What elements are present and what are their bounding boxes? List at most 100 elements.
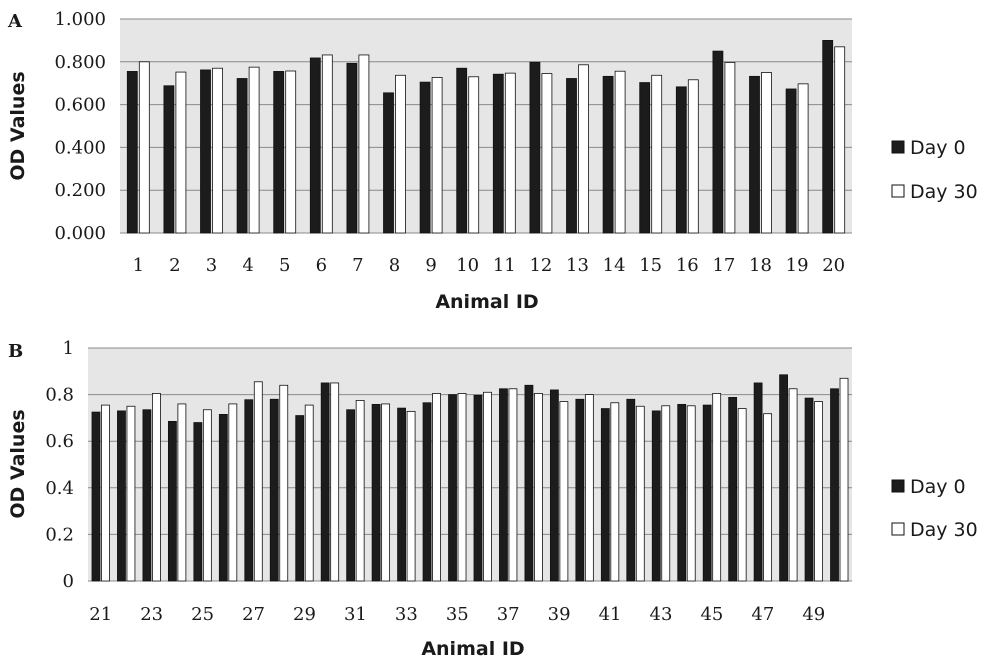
x-tick-label: 7: [352, 255, 363, 276]
bar-day30: [321, 54, 333, 234]
bar-day30: [175, 71, 187, 234]
x-tick-label: 21: [89, 604, 112, 625]
bar-day30: [687, 79, 699, 234]
bar-day0: [419, 81, 431, 234]
bar-day0: [804, 397, 814, 582]
bar-day30: [839, 377, 849, 582]
gridlines-b: [88, 347, 852, 582]
bar-day30: [355, 400, 365, 582]
x-axis-label-b: Animal ID: [421, 638, 524, 660]
bar-day0: [236, 78, 248, 234]
x-tick-label: 47: [751, 604, 774, 625]
bar-day0: [320, 382, 330, 582]
bar-day0: [193, 422, 203, 582]
bar-day30: [559, 401, 569, 582]
x-tick-labels-a: 1 2 3 4 5 6 7 8 9 10 11 12 13 14 15 16 17 18 19 20: [133, 255, 846, 276]
bar-day30: [358, 54, 370, 234]
bar-day30: [279, 384, 289, 582]
x-tick-label: 20: [822, 255, 845, 276]
bar-day30: [614, 70, 626, 234]
bar-day30: [763, 413, 773, 582]
legend-a: Day 0 Day 30: [891, 137, 978, 203]
bar-day30: [138, 61, 150, 234]
bar-day0: [142, 409, 152, 582]
bar-day0: [163, 85, 175, 234]
bar-day0: [549, 389, 559, 582]
bar-day0: [626, 398, 636, 582]
x-tick-label: 15: [639, 255, 662, 276]
bar-day0: [167, 420, 177, 582]
legend-swatch-day30-a: [891, 184, 905, 198]
x-tick-label: 23: [140, 604, 163, 625]
bar-day30: [248, 66, 260, 234]
bar-day0: [244, 399, 254, 582]
bar-day0: [371, 403, 381, 582]
x-tick-label: 43: [650, 604, 673, 625]
bar-day30: [406, 410, 416, 582]
bar-day0: [677, 403, 687, 582]
bar-day30: [797, 83, 809, 234]
y-tick-label: 0.4: [45, 478, 74, 499]
bar-day30: [285, 70, 297, 234]
legend-swatch-day30-b: [891, 522, 905, 536]
bar-day30: [541, 73, 553, 234]
bar-day0: [499, 388, 508, 582]
bar-day0: [295, 415, 305, 582]
bar-day30: [202, 409, 212, 582]
x-tick-label: 25: [191, 604, 214, 625]
bar-day30: [457, 393, 467, 582]
x-tick-label: 6: [316, 255, 327, 276]
bar-day30: [228, 403, 238, 582]
x-tick-label: 8: [389, 255, 400, 276]
y-tick-labels-a: 0.000 0.200 0.400 0.600 0.800 1.000: [54, 9, 106, 244]
bar-day30: [330, 382, 340, 582]
y-tick-label: 0.000: [54, 223, 106, 244]
bar-day0: [492, 73, 504, 234]
bar-day30: [578, 64, 589, 234]
x-tick-label: 18: [749, 255, 772, 276]
bar-day0: [566, 78, 577, 234]
x-tick-label: 9: [425, 255, 436, 276]
bars-a: [126, 40, 846, 234]
bar-day0: [524, 384, 534, 582]
legend-label-day0-a: Day 0: [910, 137, 966, 159]
bar-day30: [534, 393, 543, 582]
legend-b: Day 0 Day 30: [891, 476, 978, 541]
bar-day0: [91, 411, 101, 582]
bar-day0: [675, 86, 687, 234]
bar-day30: [381, 403, 391, 582]
bar-day30: [432, 393, 441, 582]
bar-day30: [788, 388, 798, 582]
x-tick-label: 41: [599, 604, 622, 625]
bar-day30: [712, 393, 722, 582]
legend-label-day30-b: Day 30: [910, 519, 978, 541]
bar-day30: [610, 402, 620, 582]
x-tick-label: 12: [529, 255, 552, 276]
legend-label-day0-b: Day 0: [910, 476, 966, 498]
bar-day30: [395, 74, 406, 234]
bar-day0: [600, 408, 610, 582]
x-tick-label: 29: [293, 604, 316, 625]
x-tick-label: 2: [169, 255, 180, 276]
bar-day30: [212, 67, 223, 234]
bar-day30: [101, 404, 110, 582]
bar-day0: [473, 394, 483, 582]
bar-day0: [309, 57, 321, 234]
x-tick-label: 39: [548, 604, 571, 625]
bar-day30: [304, 404, 314, 582]
bar-day30: [724, 62, 736, 234]
bar-day30: [483, 391, 492, 582]
y-tick-label: 0.6: [45, 431, 74, 452]
y-tick-label: 0.200: [54, 180, 106, 201]
bar-day0: [749, 75, 760, 234]
bars-b: [91, 374, 849, 582]
bar-day0: [602, 75, 614, 234]
legend-swatch-day0-a: [891, 140, 905, 154]
bar-day0: [346, 62, 358, 234]
x-tick-label: 3: [206, 255, 217, 276]
bar-day0: [126, 71, 138, 234]
x-axis-label-a: Animal ID: [435, 291, 538, 313]
bar-day30: [686, 405, 696, 582]
